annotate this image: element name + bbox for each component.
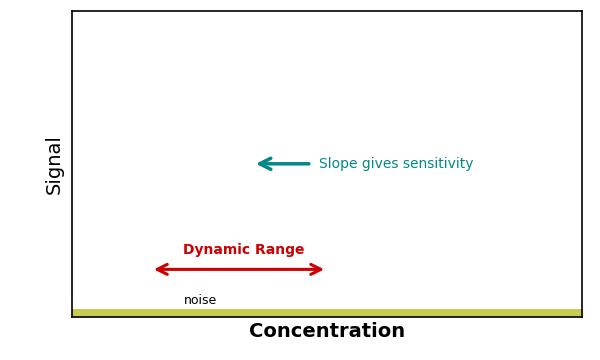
Text: LOQ: LOQ	[0, 359, 1, 360]
Y-axis label: Signal: Signal	[44, 134, 64, 194]
Text: Dynamic Range: Dynamic Range	[184, 243, 305, 257]
Text: LOL: LOL	[0, 359, 1, 360]
X-axis label: Concentration: Concentration	[249, 322, 405, 341]
Text: noise: noise	[184, 294, 217, 307]
Bar	[72, 309, 582, 317]
Text: Slope gives sensitivity: Slope gives sensitivity	[319, 157, 474, 171]
Text: LOD: LOD	[0, 359, 1, 360]
